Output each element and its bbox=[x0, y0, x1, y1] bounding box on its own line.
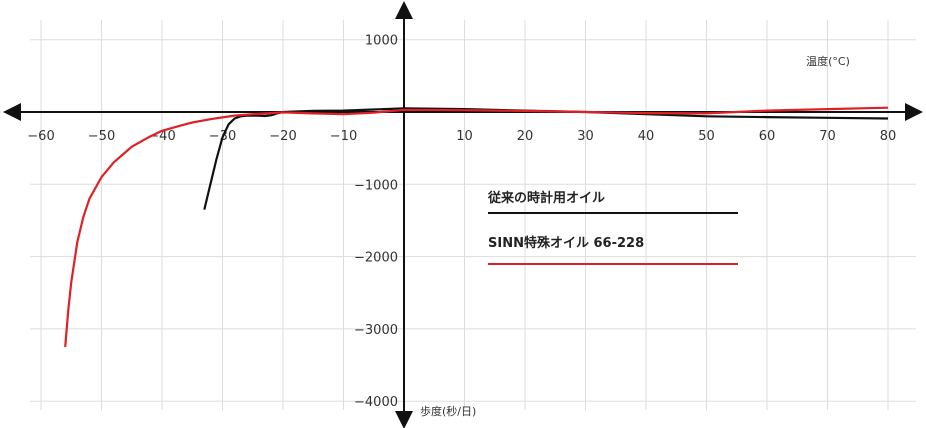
y-axis-label: 歩度(秒/日) bbox=[420, 404, 476, 418]
y-tick-labels: 1000 −1000 −2000 −3000 −4000 bbox=[354, 34, 398, 411]
x-tick-labels: −60 −50 −40 −30 −20 −10 10 20 30 40 50 60 70 80 bbox=[27, 129, 896, 144]
y-tick-label: −1000 bbox=[354, 178, 398, 193]
x-tick-label: −50 bbox=[88, 129, 115, 144]
y-tick-label: −4000 bbox=[354, 395, 398, 410]
x-tick-label: 50 bbox=[698, 129, 715, 144]
x-tick-label: −60 bbox=[27, 129, 54, 144]
x-tick-label: 30 bbox=[577, 129, 594, 144]
x-tick-label: 60 bbox=[759, 129, 776, 144]
axes bbox=[12, 10, 914, 420]
x-tick-label: 70 bbox=[819, 129, 836, 144]
x-tick-label: 10 bbox=[456, 129, 473, 144]
legend-label-conventional-oil: 従来の時計用オイル bbox=[487, 190, 605, 206]
y-tick-label: −2000 bbox=[354, 251, 398, 266]
y-tick-label: 1000 bbox=[365, 34, 398, 49]
y-tick-label: −3000 bbox=[354, 323, 398, 338]
x-tick-label: 20 bbox=[517, 129, 534, 144]
x-tick-label: −20 bbox=[269, 129, 296, 144]
grid bbox=[30, 20, 916, 410]
x-axis-label: 温度(°C) bbox=[806, 54, 850, 68]
x-tick-label: 80 bbox=[880, 129, 897, 144]
x-tick-label: −10 bbox=[330, 129, 357, 144]
x-tick-label: 40 bbox=[638, 129, 655, 144]
legend-label-sinn-oil: SINN特殊オイル 66-228 bbox=[488, 235, 644, 251]
